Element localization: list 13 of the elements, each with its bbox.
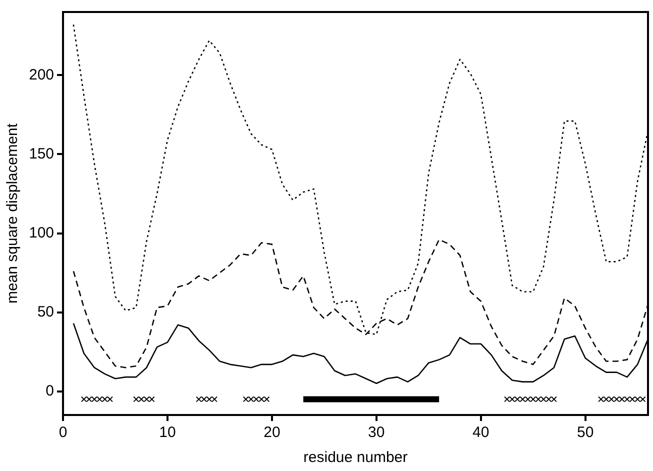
- y-axis-title: mean square displacement: [4, 122, 22, 304]
- x-axis-title: residue number: [303, 449, 408, 466]
- y-tick-label: 150: [28, 145, 54, 162]
- y-tick-label: 100: [28, 224, 54, 242]
- x-tick-label: 50: [576, 424, 594, 442]
- x-tick-label: 0: [58, 424, 68, 442]
- y-tick-label: 0: [46, 382, 54, 400]
- x-tick-label: 40: [472, 424, 490, 442]
- x-tick-label: 20: [264, 424, 280, 442]
- x-tick-label: 30: [368, 424, 385, 442]
- y-tick-label: 200: [28, 66, 54, 84]
- x-tick-label: 10: [159, 424, 176, 442]
- y-tick-label: 50: [37, 303, 54, 320]
